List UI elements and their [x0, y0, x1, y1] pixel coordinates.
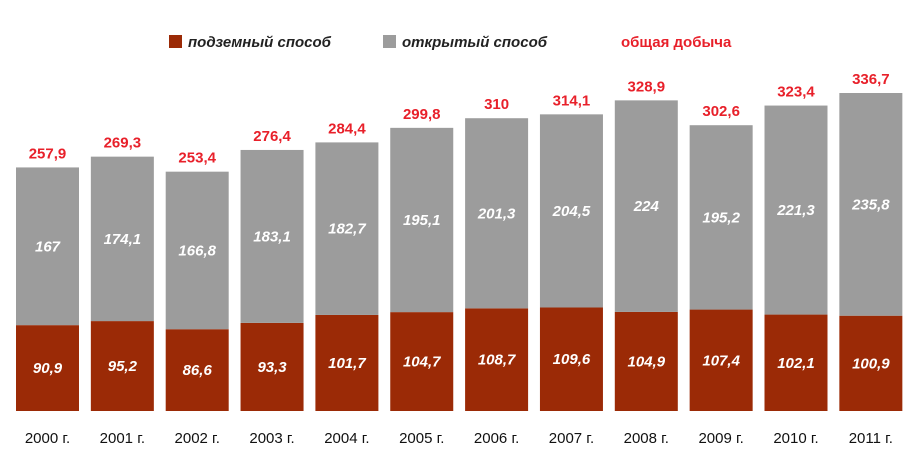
legend-label-total: общая добыча	[621, 34, 732, 51]
bar-underground-1	[90, 321, 154, 411]
value-label-open-pit-0: 167	[35, 238, 61, 255]
total-label-5: 299,8	[403, 106, 441, 123]
value-label-open-pit-10: 221,3	[776, 202, 815, 219]
bar-underground-6	[465, 308, 529, 411]
bar-open-pit-2	[165, 171, 229, 330]
bar-open-pit-5	[390, 127, 454, 313]
total-label-7: 314,1	[553, 92, 591, 109]
bar-underground-0	[16, 325, 79, 411]
value-label-open-pit-4: 182,7	[328, 221, 366, 238]
x-tick-label-11: 2011 г.	[849, 430, 893, 447]
value-label-open-pit-11: 235,8	[851, 196, 890, 213]
bar-open-pit-11	[839, 93, 903, 316]
bar-open-pit-8	[614, 100, 678, 312]
total-label-10: 323,4	[777, 84, 815, 101]
total-label-1: 269,3	[104, 135, 142, 152]
bar-open-pit-6	[465, 118, 529, 309]
total-label-11: 336,7	[852, 71, 890, 88]
value-label-underground-3: 93,3	[257, 359, 287, 376]
x-tick-label-10: 2010 г.	[773, 430, 818, 447]
x-tick-label-4: 2004 г.	[324, 430, 369, 447]
value-label-underground-10: 102,1	[777, 355, 815, 372]
value-label-open-pit-6: 201,3	[477, 205, 516, 222]
legend-label-open-pit: открытый способ	[402, 34, 548, 51]
value-label-open-pit-7: 204,5	[552, 203, 591, 220]
x-tick-label-7: 2007 г.	[549, 430, 594, 447]
x-tick-label-5: 2005 г.	[399, 430, 444, 447]
value-label-open-pit-1: 174,1	[104, 231, 142, 248]
total-label-0: 257,9	[29, 145, 67, 162]
total-label-2: 253,4	[178, 150, 216, 167]
bar-open-pit-1	[90, 156, 154, 322]
value-label-underground-8: 104,9	[628, 353, 666, 370]
legend-label-underground: подземный способ	[188, 34, 332, 51]
x-tick-label-3: 2003 г.	[249, 430, 294, 447]
value-label-underground-0: 90,9	[33, 360, 63, 377]
legend: подземный способ открытый способ общая д…	[169, 34, 732, 51]
value-label-underground-5: 104,7	[403, 354, 441, 371]
value-label-underground-6: 108,7	[478, 352, 516, 369]
x-tick-label-2: 2002 г.	[175, 430, 220, 447]
total-label-4: 284,4	[328, 120, 366, 137]
total-label-3: 276,4	[253, 128, 291, 145]
bar-underground-8	[614, 311, 678, 411]
bar-open-pit-10	[764, 105, 828, 315]
bar-open-pit-3	[240, 149, 304, 323]
value-label-open-pit-5: 195,1	[403, 212, 441, 229]
bar-open-pit-7	[539, 114, 603, 308]
total-label-8: 328,9	[628, 78, 666, 95]
bar-open-pit-0	[16, 167, 79, 326]
x-tick-label-0: 2000 г.	[25, 430, 70, 447]
value-label-underground-1: 95,2	[108, 358, 138, 375]
bars-layer	[16, 93, 903, 411]
labels-layer: 90,9 167 257,9 2000 г. 95,2 174,1 269,3 2001 г.…	[25, 71, 893, 447]
value-label-underground-11: 100,9	[852, 355, 890, 372]
bar-underground-2	[165, 329, 229, 411]
value-label-underground-9: 107,4	[702, 352, 740, 369]
total-label-6: 310	[484, 96, 509, 113]
value-label-underground-7: 109,6	[553, 351, 591, 368]
bar-underground-7	[539, 307, 603, 411]
value-label-open-pit-8: 224	[633, 198, 660, 215]
value-label-underground-4: 101,7	[328, 355, 366, 372]
value-label-open-pit-3: 183,1	[253, 228, 291, 245]
bar-underground-4	[315, 314, 379, 411]
x-tick-label-8: 2008 г.	[624, 430, 669, 447]
value-label-open-pit-9: 195,2	[702, 209, 740, 226]
x-tick-label-6: 2006 г.	[474, 430, 519, 447]
bar-open-pit-9	[689, 125, 753, 310]
x-tick-label-1: 2001 г.	[100, 430, 145, 447]
bar-underground-5	[390, 312, 454, 411]
bar-underground-10	[764, 314, 828, 411]
bar-open-pit-4	[315, 142, 379, 315]
x-tick-label-9: 2009 г.	[698, 430, 743, 447]
value-label-open-pit-2: 166,8	[178, 242, 216, 259]
bar-underground-11	[839, 315, 903, 411]
bar-underground-3	[240, 322, 304, 411]
value-label-underground-2: 86,6	[183, 362, 213, 379]
legend-swatch-underground	[169, 35, 182, 48]
legend-swatch-open-pit	[383, 35, 396, 48]
total-label-9: 302,6	[702, 103, 740, 120]
bar-underground-9	[689, 309, 753, 411]
